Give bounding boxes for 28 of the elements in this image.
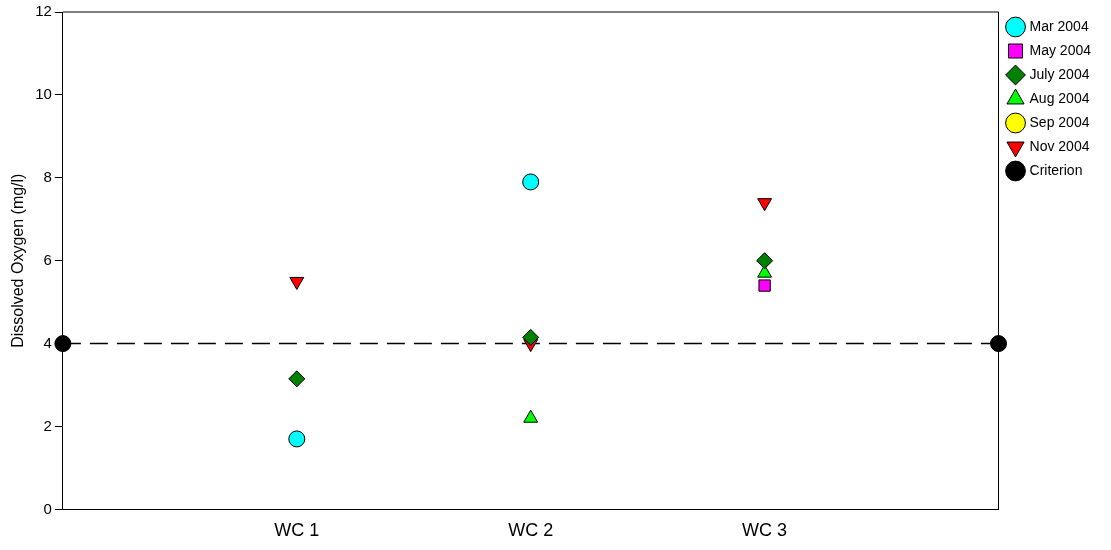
- point: [288, 430, 306, 448]
- x-tick-label: WC 2: [508, 520, 554, 541]
- point: [756, 252, 774, 270]
- point: [757, 198, 773, 212]
- point: [54, 335, 72, 353]
- legend-label: July 2004: [1029, 65, 1090, 82]
- point: [289, 276, 305, 290]
- y-tick-label: 10: [35, 85, 52, 103]
- legend-label: Criterion: [1029, 161, 1083, 178]
- legend-label: Sep 2004: [1029, 113, 1090, 130]
- point: [522, 173, 540, 191]
- point: [522, 328, 540, 346]
- point: [990, 335, 1008, 353]
- x-tick-label: WC 1: [274, 520, 320, 541]
- legend-label: Aug 2004: [1029, 89, 1090, 106]
- legend-label: Nov 2004: [1029, 137, 1090, 154]
- legend-label: May 2004: [1029, 41, 1092, 58]
- point: [758, 279, 771, 292]
- y-axis-title: Dissolved Oxygen (mg/l): [9, 173, 27, 348]
- y-tick-label: 12: [35, 2, 52, 20]
- point: [288, 370, 306, 388]
- x-tick-label: WC 3: [742, 520, 788, 541]
- y-tick-label: 2: [43, 416, 52, 434]
- legend-label: Mar 2004: [1029, 17, 1089, 34]
- y-tick-label: 8: [43, 167, 52, 185]
- y-tick-label: 0: [43, 499, 52, 517]
- y-tick-label: 4: [43, 333, 52, 351]
- y-tick-label: 6: [43, 250, 52, 268]
